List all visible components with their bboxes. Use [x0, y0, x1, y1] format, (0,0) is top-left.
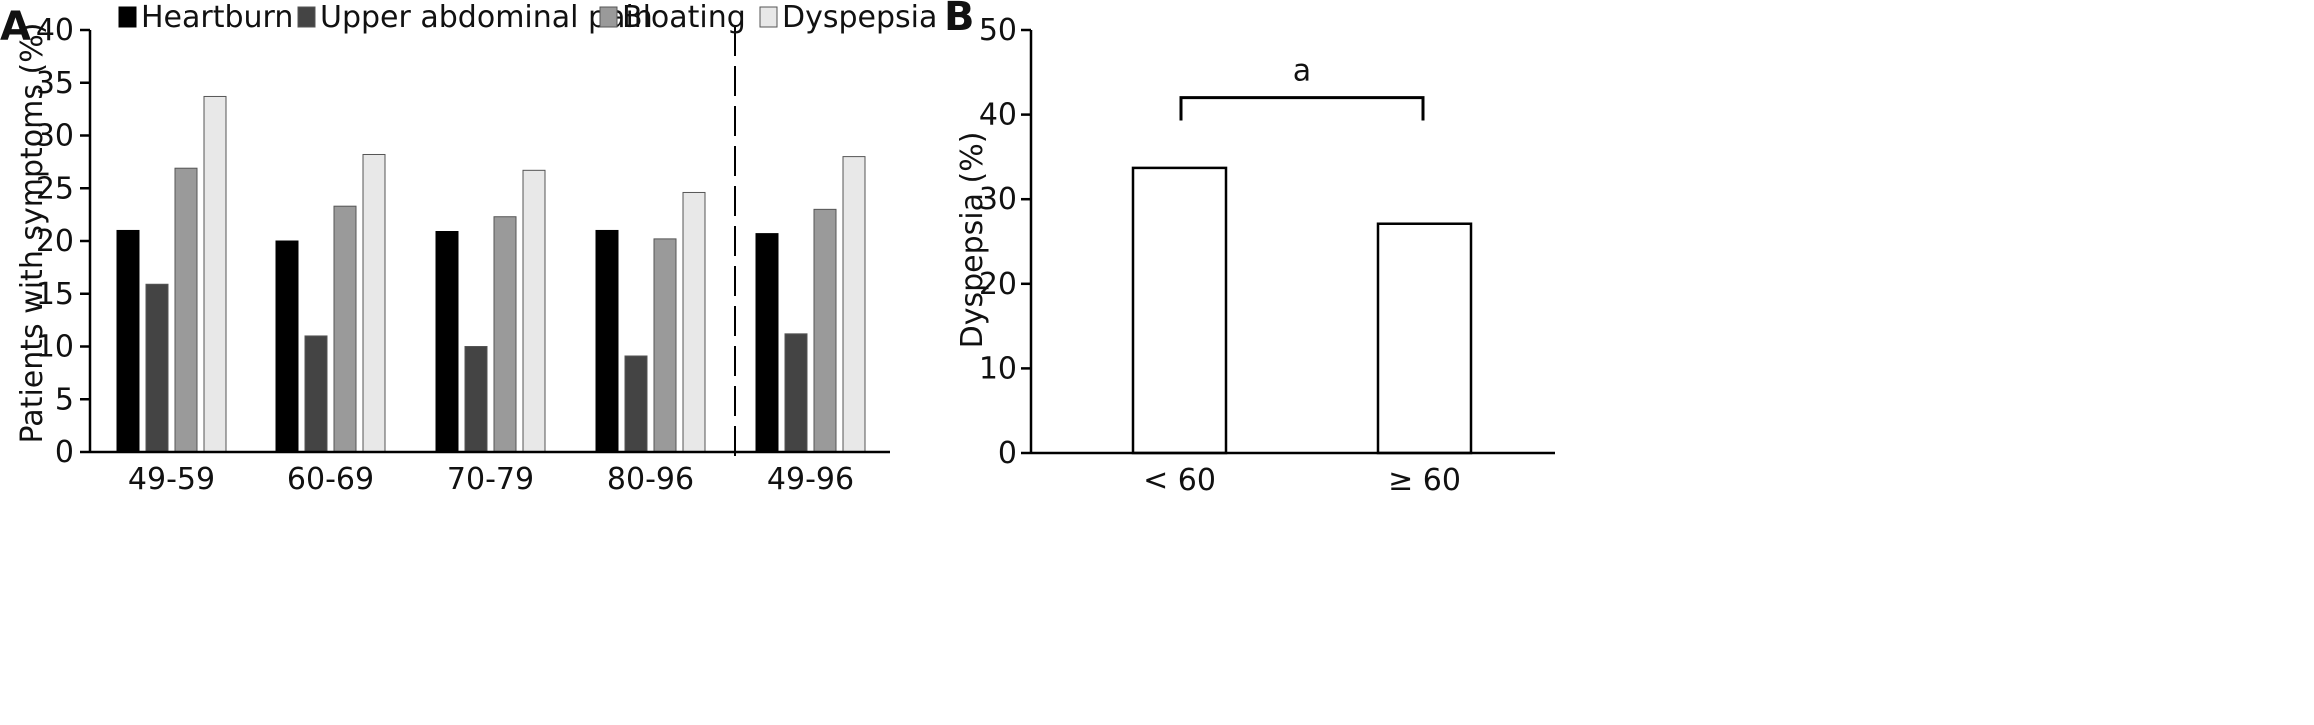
- bar-dyspepsia-49-59: [203, 95, 227, 453]
- bar-bloating-80-96: [653, 238, 677, 453]
- panel-a-y-tick-label: 30: [36, 119, 74, 154]
- bar-dyspepsia-49-96: [842, 156, 866, 453]
- legend-swatch: [297, 6, 316, 28]
- bar-dyspepsia-80-96: [682, 191, 706, 453]
- panel-b-x-tick-label: ≥ 60: [1388, 463, 1461, 498]
- bar-heartburn-49-59: [116, 229, 140, 453]
- legend-item-dyspepsia: Dyspepsia: [759, 0, 937, 35]
- bar-upper-abdominal-pain-49-96: [784, 333, 808, 453]
- bar-dyspepsia-70-79: [522, 169, 546, 453]
- panel-a-x-tick-label: 49-59: [128, 462, 215, 497]
- panel-b-y-tick-label: 10: [979, 351, 1017, 386]
- bar-upper-abdominal-pain-70-79: [464, 346, 488, 453]
- bar-upper-abdominal-pain-60-69: [304, 335, 328, 453]
- significance-label: a: [1293, 54, 1311, 89]
- legend-swatch: [599, 6, 618, 28]
- panel-a-y-tick-label: 35: [36, 66, 74, 101]
- panel-a-x-tick-labels: 49-59 60-69 70-79 80-96 49-96: [128, 462, 854, 497]
- panel-a-y-tick-label: 5: [55, 382, 74, 417]
- panel-a-y-tick-label: 0: [55, 435, 74, 470]
- legend-label: Dyspepsia: [782, 0, 937, 35]
- panel-a-x-tick-label: 80-96: [607, 462, 694, 497]
- panel-b-y-axis-title: Dyspepsia (%): [955, 132, 990, 349]
- panel-b-y-tick-label: 40: [979, 98, 1017, 133]
- legend-label: Heartburn: [141, 0, 293, 35]
- panel-a-y-tick-label: 15: [36, 277, 74, 312]
- panel-a-bars: [116, 95, 866, 453]
- panel-a-letter: A: [0, 4, 31, 50]
- panel-a-y-axis-title: Patients with symptoms (%): [15, 23, 50, 444]
- panel-b-x-tick-labels: < 60 ≥ 60: [1143, 463, 1461, 498]
- panel-b-y-tick-label: 50: [979, 13, 1017, 48]
- bar-over-60: [1376, 222, 1473, 455]
- legend-label: Upper abdominal pain: [320, 0, 653, 35]
- legend-item-bloating: Bloating: [599, 0, 746, 35]
- panel-a: A Patients with symptoms (%) 0 5 10 15 20 25 3…: [0, 0, 937, 497]
- bar-heartburn-49-96: [755, 233, 779, 453]
- legend-swatch: [118, 6, 137, 28]
- panel-a-x-tick-label: 49-96: [767, 462, 854, 497]
- bar-heartburn-60-69: [275, 240, 299, 453]
- bar-bloating-70-79: [493, 216, 517, 453]
- bar-bloating-60-69: [333, 205, 357, 453]
- bar-under-60: [1131, 166, 1228, 455]
- panel-b-bars: [1131, 166, 1473, 455]
- panel-b: B Dyspepsia (%) 0 10 20 30 40 50 < 60 ≥ 60 a: [944, 0, 1555, 498]
- panel-b-y-tick-label: 20: [979, 267, 1017, 302]
- legend-item-upper-abdominal-pain: Upper abdominal pain: [297, 0, 653, 35]
- panel-b-y-ticks: 0 10 20 30 40 50: [979, 13, 1031, 471]
- panel-a-y-tick-label: 20: [36, 224, 74, 259]
- bar-bloating-49-59: [174, 167, 198, 453]
- panel-b-letter: B: [944, 0, 975, 40]
- panel-b-y-tick-label: 0: [998, 436, 1017, 471]
- bar-bloating-49-96: [813, 208, 837, 453]
- significance-bracket: [1179, 96, 1425, 121]
- panel-a-y-tick-label: 40: [36, 13, 74, 48]
- bar-heartburn-80-96: [595, 229, 619, 453]
- panel-a-x-tick-label: 60-69: [287, 462, 374, 497]
- panel-a-y-tick-label: 10: [36, 330, 74, 365]
- legend-label: Bloating: [622, 0, 746, 35]
- panel-b-x-tick-label: < 60: [1143, 463, 1216, 498]
- panel-a-y-ticks: 0 5 10 15 20 25 30 35 40: [36, 13, 90, 470]
- bar-upper-abdominal-pain-80-96: [624, 355, 648, 453]
- panel-b-y-tick-label: 30: [979, 182, 1017, 217]
- panel-a-x-tick-label: 70-79: [447, 462, 534, 497]
- bar-heartburn-70-79: [435, 231, 459, 453]
- bar-dyspepsia-60-69: [362, 153, 386, 453]
- panel-a-y-tick-label: 25: [36, 171, 74, 206]
- legend-swatch: [759, 6, 778, 28]
- bar-upper-abdominal-pain-49-59: [145, 283, 169, 453]
- legend-item-heartburn: Heartburn: [118, 0, 293, 35]
